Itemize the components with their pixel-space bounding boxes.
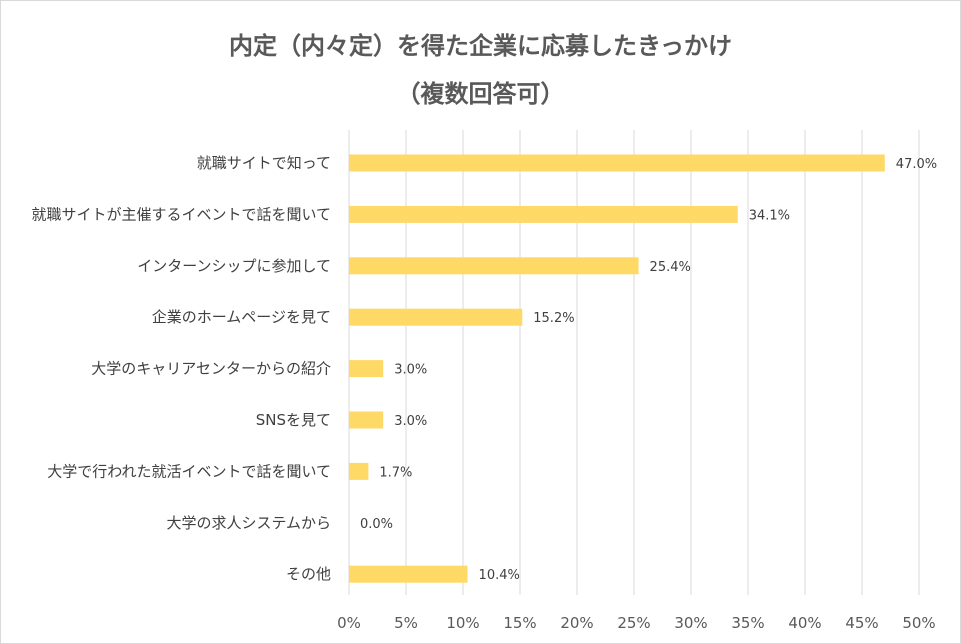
x-tick-label: 20% (560, 614, 593, 632)
x-tick-label: 30% (674, 614, 707, 632)
category-label: 就職サイトが主催するイベントで話を聞いて (31, 205, 331, 223)
x-tick-label: 45% (845, 614, 878, 632)
x-tick-label: 0% (337, 614, 361, 632)
bar (349, 411, 384, 429)
category-label: その他 (286, 565, 331, 583)
category-label: インターンシップに参加して (137, 257, 331, 275)
bar (349, 257, 639, 275)
gridlines (348, 130, 920, 595)
data-label: 1.7% (379, 465, 412, 480)
x-tick-label: 40% (788, 614, 821, 632)
category-label: 就職サイトで知って (197, 154, 331, 172)
labels: 0% 5% 10% 15% 20% 25% 30% 35% 40% 45% 50% 就職サイトで知って… (31, 154, 937, 632)
x-tick-label: 10% (446, 614, 479, 632)
category-label: SNSを見て (256, 411, 331, 429)
category-label: 大学で行われた就活イベントで話を聞いて (47, 462, 331, 480)
chart-title-line-1: 内定（内々定）を得た企業に応募したきっかけ (228, 32, 733, 60)
data-label: 0.0% (360, 517, 393, 532)
category-label: 大学の求人システムから (166, 514, 331, 532)
data-label: 34.1% (749, 208, 790, 223)
x-tick-label: 5% (394, 614, 418, 632)
x-tick-label: 15% (503, 614, 536, 632)
x-tick-label: 35% (731, 614, 764, 632)
bar (349, 308, 523, 326)
data-label: 3.0% (394, 363, 427, 378)
data-label: 47.0% (896, 157, 937, 172)
category-label: 大学のキャリアセンターからの紹介 (91, 360, 331, 378)
bar (349, 205, 738, 223)
data-label: 10.4% (479, 568, 520, 583)
bar (349, 360, 384, 378)
x-tick-label: 25% (617, 614, 650, 632)
chart-title-line-2: （複数回答可） (396, 80, 565, 108)
bar (349, 462, 369, 480)
bar (349, 565, 468, 583)
data-label: 3.0% (394, 414, 427, 429)
bars (349, 154, 885, 583)
bar (349, 154, 885, 172)
data-label: 15.2% (533, 311, 574, 326)
data-label: 25.4% (650, 260, 691, 275)
x-tick-label: 50% (902, 614, 935, 632)
category-label: 企業のホームページを見て (152, 308, 331, 326)
